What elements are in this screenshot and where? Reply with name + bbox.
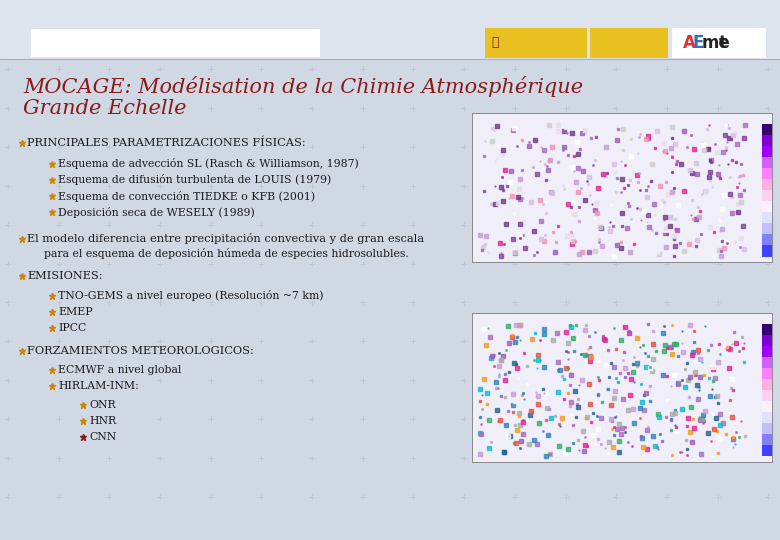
- Text: HIRLAM-INM:: HIRLAM-INM:: [58, 381, 140, 391]
- Text: EMISIONES:: EMISIONES:: [27, 272, 103, 281]
- Text: Deposición seca de WESELY (1989): Deposición seca de WESELY (1989): [58, 207, 255, 218]
- Text: ⛳: ⛳: [491, 36, 499, 49]
- FancyBboxPatch shape: [762, 346, 772, 357]
- FancyBboxPatch shape: [31, 29, 320, 57]
- FancyBboxPatch shape: [762, 179, 772, 191]
- FancyBboxPatch shape: [762, 224, 772, 234]
- Text: IPCC: IPCC: [58, 323, 87, 333]
- FancyBboxPatch shape: [762, 368, 772, 379]
- Text: FORZAMIENTOS METEOROLOGICOS:: FORZAMIENTOS METEOROLOGICOS:: [27, 346, 254, 356]
- Text: MOCAGE: Modélisation de la Chimie Atmosphérique: MOCAGE: Modélisation de la Chimie Atmosp…: [23, 76, 583, 97]
- Text: El modelo diferencia entre precipitación convectiva y de gran escala: El modelo diferencia entre precipitación…: [27, 233, 424, 244]
- FancyBboxPatch shape: [762, 191, 772, 201]
- Text: EMEP: EMEP: [58, 307, 93, 317]
- FancyBboxPatch shape: [762, 201, 772, 212]
- FancyBboxPatch shape: [762, 234, 772, 246]
- FancyBboxPatch shape: [485, 28, 587, 58]
- FancyBboxPatch shape: [590, 28, 668, 58]
- Text: TNO-GEMS a nivel europeo (Resolución ~7 km): TNO-GEMS a nivel europeo (Resolución ~7 …: [58, 291, 324, 301]
- Text: me: me: [702, 33, 731, 52]
- FancyBboxPatch shape: [762, 401, 772, 412]
- FancyBboxPatch shape: [762, 446, 772, 456]
- Text: Esquema de advección SL (Rasch & Williamson, 1987): Esquema de advección SL (Rasch & William…: [58, 158, 360, 169]
- FancyBboxPatch shape: [762, 324, 772, 335]
- FancyBboxPatch shape: [762, 412, 772, 423]
- Text: A: A: [683, 33, 697, 52]
- FancyBboxPatch shape: [0, 0, 780, 59]
- FancyBboxPatch shape: [762, 146, 772, 157]
- FancyBboxPatch shape: [762, 335, 772, 346]
- FancyBboxPatch shape: [762, 357, 772, 368]
- Text: Esquema de convección TIEDKE o KFB (2001): Esquema de convección TIEDKE o KFB (2001…: [58, 191, 316, 201]
- FancyBboxPatch shape: [762, 168, 772, 179]
- Text: Esquema de difusión turbulenta de LOUIS (1979): Esquema de difusión turbulenta de LOUIS …: [58, 174, 332, 185]
- FancyBboxPatch shape: [762, 157, 772, 168]
- Text: HNR: HNR: [90, 416, 117, 426]
- Text: ONR: ONR: [90, 400, 116, 410]
- Text: ECMWF a nivel global: ECMWF a nivel global: [58, 365, 182, 375]
- FancyBboxPatch shape: [762, 434, 772, 446]
- Text: Grande Echelle: Grande Echelle: [23, 98, 187, 118]
- FancyBboxPatch shape: [472, 313, 772, 462]
- Text: para el esquema de deposición húmeda de especies hidrosolubles.: para el esquema de deposición húmeda de …: [44, 248, 410, 259]
- Text: E: E: [693, 33, 704, 52]
- FancyBboxPatch shape: [762, 423, 772, 434]
- Text: t: t: [718, 33, 726, 52]
- FancyBboxPatch shape: [762, 246, 772, 256]
- FancyBboxPatch shape: [762, 124, 772, 135]
- FancyBboxPatch shape: [762, 212, 772, 224]
- Text: PRINCIPALES PARAMETRIZACIONES FÍSICAS:: PRINCIPALES PARAMETRIZACIONES FÍSICAS:: [27, 138, 306, 148]
- FancyBboxPatch shape: [762, 390, 772, 401]
- FancyBboxPatch shape: [472, 113, 772, 262]
- FancyBboxPatch shape: [762, 379, 772, 390]
- Text: CNN: CNN: [90, 433, 117, 442]
- FancyBboxPatch shape: [672, 28, 766, 58]
- FancyBboxPatch shape: [762, 135, 772, 146]
